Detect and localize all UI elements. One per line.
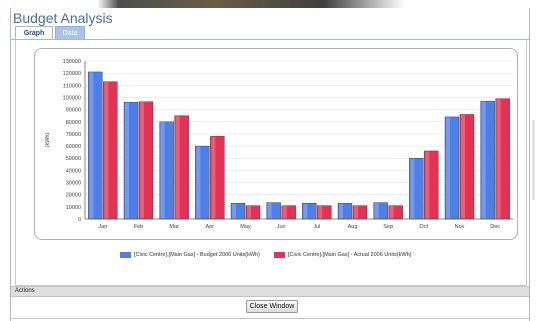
budget-bar [230,202,246,220]
y-tick-label: 40000 [66,168,81,174]
actions-label: Actions [15,288,35,294]
graph-panel: 0 10000 20000 30000 40000 50000 60000 70000 8000… [15,40,527,286]
bar-highlight [446,117,450,219]
bar-highlight [175,116,180,219]
bar-highlight [318,206,323,219]
x-tick-label: Aug [348,224,358,230]
y-tick-label: 90000 [66,108,81,114]
actual-bar [103,81,118,220]
bar-highlight [89,72,94,219]
bar-highlight [267,203,272,219]
bar-highlight [374,203,379,219]
bar-highlight [232,203,236,219]
y-tick-label: 120000 [63,71,81,77]
budget-bar [195,145,210,220]
budget-bar [159,121,174,220]
actual-bar [388,205,403,220]
budget-bar [337,202,353,220]
budget-bar [88,71,103,220]
x-tick-label: Dec [490,224,500,230]
bar-highlight [282,206,287,219]
y-tick-label: 60000 [66,144,81,150]
bar-highlight [354,206,358,219]
bar-highlight [339,203,343,219]
tab-data[interactable]: Data [55,26,85,40]
y-tick-label: 10000 [66,205,81,211]
tab-divider [11,39,529,40]
chart-legend: [Civic Centre].[Main Gas] - Budget 2006 … [16,250,528,262]
y-tick-label: 80000 [66,120,81,126]
x-tick-label: Oct [420,224,429,230]
scrollbar-edge [532,120,535,200]
bar-highlight [196,146,201,219]
legend-label-budget: [Civic Centre].[Main Gas] - Budget 2006 … [134,252,260,258]
bar-highlight [481,101,486,219]
bar-highlight [125,102,129,219]
actual-bar [245,205,261,220]
chart-frame: 0 10000 20000 30000 40000 50000 60000 70000 8000… [34,48,518,240]
actual-bar [210,136,225,220]
bar-highlight [247,206,251,219]
bar-highlight [303,203,308,219]
budget-chart: 0 10000 20000 30000 40000 50000 60000 70000 8000… [45,59,513,230]
x-tick-label: Apr [206,224,215,230]
bar-highlight [496,99,501,219]
x-tick-label: Feb [134,224,143,230]
bar-highlight [211,136,216,219]
tab-graph[interactable]: Graph [15,26,53,40]
actual-bar [138,101,154,220]
bar-highlight [160,122,165,219]
y-tick-label: 50000 [66,156,81,162]
x-tick-label: Jun [277,224,286,230]
legend-swatch-budget [120,252,131,258]
legend-label-actual: [Civic Centre].[Main Gas] - Actual 2006 … [288,252,412,258]
bar-highlight [461,114,465,219]
y-axis-label: (kWh) [45,133,51,148]
bar-highlight [410,158,415,219]
x-tick-label: Jan [98,224,107,230]
close-window-button[interactable]: Close Window [246,300,298,313]
y-tick-label: 0 [78,217,81,223]
actual-bar [495,98,510,220]
budget-bar [444,116,460,220]
budget-analysis-window: Budget Analysis Graph Data 0 10000 20000 30… [10,8,530,321]
budget-bar [409,158,424,220]
y-tick-label: 70000 [66,132,81,138]
budget-bar [302,202,317,220]
x-tick-label: Sep [383,224,393,230]
bar-highlight [425,151,430,219]
x-tick-label: Jul [313,224,320,230]
bottom-divider [11,318,529,319]
y-tick-label: 110000 [63,83,81,89]
budget-bar [373,202,388,220]
budget-bar [266,202,281,220]
y-tick-label: 130000 [63,59,81,65]
actual-bar [317,205,332,220]
actual-bar [281,205,296,220]
actual-bar [174,115,189,220]
x-tick-label: May [240,224,251,230]
bar-highlight [140,102,144,219]
y-tick-label: 30000 [66,181,81,187]
x-tick-label: Nov [455,224,465,230]
legend-swatch-actual [274,252,285,258]
actual-bar [352,205,368,220]
y-tick-label: 100000 [63,95,81,101]
bar-highlight [389,206,394,219]
actual-bar [424,150,439,220]
background-banner [0,0,540,8]
actions-bar: Actions [11,286,529,297]
x-tick-label: Mar [169,224,179,230]
budget-bar [480,100,495,220]
y-tick-label: 20000 [66,193,81,199]
page-title: Budget Analysis [13,10,113,26]
budget-bar [123,102,139,220]
bar-highlight [104,82,109,219]
actual-bar [459,114,475,220]
